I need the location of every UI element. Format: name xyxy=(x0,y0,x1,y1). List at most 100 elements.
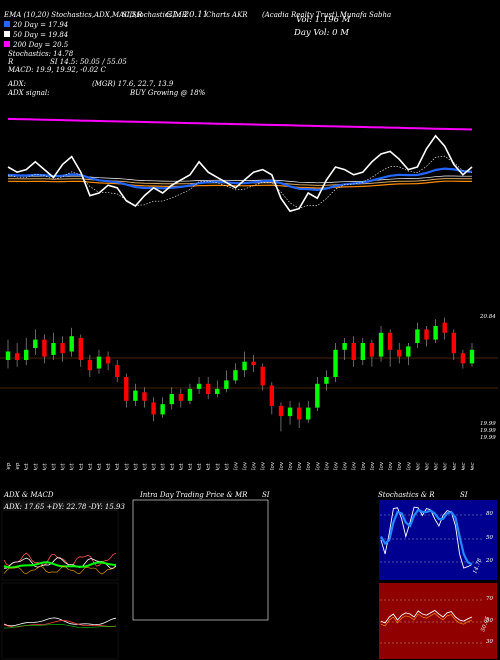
candle-body xyxy=(342,343,347,350)
ema-lines xyxy=(7,117,473,213)
candle-body xyxy=(333,349,338,377)
rsi-reading: SI 14.5: 50.05 / 55.05 xyxy=(50,58,127,66)
candle-body xyxy=(96,356,102,369)
x-tick-label: 01 Oct xyxy=(24,463,30,470)
rsi-tick-70: 70 xyxy=(486,596,493,602)
x-tick-label: 27 Nov xyxy=(397,461,403,470)
x-tick-label: 09 Oct xyxy=(79,463,85,470)
candle-body xyxy=(260,366,265,386)
candle-body xyxy=(105,356,111,364)
adx-lines xyxy=(3,552,117,575)
adx-minus-di-line xyxy=(3,552,117,568)
legend-ema50: 50 Day = 19.84 xyxy=(4,31,68,39)
legend-ema200-label: 200 Day = 20.5 xyxy=(13,41,69,49)
x-tick-label: 21 Oct xyxy=(152,463,158,470)
x-tick-label: 06 Dec xyxy=(452,463,458,471)
candle-body xyxy=(33,339,38,349)
candle-body xyxy=(215,388,220,394)
ema200-line xyxy=(7,117,473,131)
x-tick-label: 21 Nov xyxy=(361,461,367,470)
mr-panel xyxy=(132,499,269,621)
candle-body xyxy=(287,407,293,417)
x-tick-label: 04 Nov xyxy=(243,461,249,470)
x-tick-label: 03 Dec xyxy=(425,463,431,471)
x-tick-label: 01 Nov xyxy=(233,461,239,470)
x-axis-ticks: 26 Sep30 Sep01 Oct02 Oct03 Oct04 Oct 07 O… xyxy=(6,461,476,470)
x-tick-label: 22 Oct xyxy=(161,463,167,470)
macd-lines xyxy=(3,617,117,629)
company-name: (Acadia Realty Trust) Munafa Sabha xyxy=(262,11,392,19)
x-tick-label: 09 Dec xyxy=(461,463,467,471)
candle-body xyxy=(42,339,47,357)
x-tick-label: 18 Oct xyxy=(142,463,148,470)
candle-body xyxy=(324,377,329,384)
candle-body xyxy=(351,343,356,360)
x-tick-label: 23 Oct xyxy=(170,463,176,470)
candle-body xyxy=(442,322,447,333)
x-tick-label: 29 Oct xyxy=(206,463,212,470)
rsi-line xyxy=(380,609,473,624)
x-tick-label: 18 Nov xyxy=(334,461,340,470)
price-level-low-3: 19.99 xyxy=(480,435,496,441)
candle-body xyxy=(251,361,256,366)
macd-histogram-line xyxy=(3,623,117,629)
mr-panel-title: Intra Day Trading Price & MR xyxy=(140,491,248,499)
stoch-value-label: 14.78 xyxy=(472,557,483,574)
legend-ema20-swatch xyxy=(4,21,10,27)
candle-body xyxy=(14,353,20,360)
x-tick-label: 24 Oct xyxy=(179,463,185,470)
x-tick-label: 15 Oct xyxy=(115,463,121,470)
x-tick-label: 08 Nov xyxy=(279,461,285,470)
stoch-panel-si: SI xyxy=(460,491,468,499)
x-tick-label: 30 Oct xyxy=(215,463,221,470)
x-tick-label: 19 Nov xyxy=(343,461,349,470)
legend-ema20-label: 20 Day = 17.94 xyxy=(13,21,69,29)
adx-plus-di-line xyxy=(3,557,117,569)
candle-body xyxy=(369,343,375,357)
x-tick-label: 11 Nov xyxy=(288,461,294,470)
candle-body xyxy=(406,346,411,357)
adx-aux-line xyxy=(3,565,117,575)
rsi-value-label: 50.05 xyxy=(480,615,491,632)
rsi-prefix: R xyxy=(8,58,14,66)
candle-body xyxy=(114,365,120,377)
candle-body xyxy=(169,394,174,405)
x-tick-label: 11 Oct xyxy=(97,463,103,470)
legend-ema50-label: 50 Day = 19.84 xyxy=(13,31,69,39)
candle-body xyxy=(233,370,238,381)
rsi-tick-30: 30 xyxy=(486,639,493,645)
candle-body xyxy=(51,343,56,355)
x-tick-label: 06 Nov xyxy=(261,461,267,470)
adx-values: (MGR) 17.6, 22.7, 13.9 xyxy=(92,80,174,88)
candle-body xyxy=(78,337,83,360)
x-tick-label: 05 Dec xyxy=(443,463,449,471)
candle-body xyxy=(142,392,147,401)
x-tick-label: 04 Dec xyxy=(434,463,440,471)
x-tick-label: 12 Nov xyxy=(297,461,303,470)
mrsi-line xyxy=(380,613,473,627)
candle-body xyxy=(360,343,366,360)
x-tick-label: 22 Nov xyxy=(370,461,376,470)
candle-body xyxy=(151,402,156,415)
stoch-k-line xyxy=(380,506,473,569)
volume: Vol: 1.196 M xyxy=(296,15,351,25)
adx-panel-values: ADX: 17.65 +DY: 22.78 -DY: 15.93 xyxy=(3,503,125,511)
stoch-panel-title: Stochastics & R xyxy=(378,491,435,499)
adx-signal-label: ADX signal: xyxy=(8,89,50,97)
adx-signal-value: BUY Growing @ 18% xyxy=(130,89,206,97)
candle-body xyxy=(315,383,320,408)
x-tick-label: 02 Oct xyxy=(33,463,39,470)
price-line xyxy=(7,134,473,213)
candle-body xyxy=(469,349,475,364)
candle-body xyxy=(460,353,466,364)
x-tick-label: 26 Sep xyxy=(6,462,12,470)
price-level-top: 20.84 xyxy=(479,314,496,320)
candle-body xyxy=(124,377,129,401)
adx-values-band xyxy=(3,501,118,511)
x-tick-label: 07 Oct xyxy=(61,463,67,470)
x-tick-label: 25 Oct xyxy=(188,463,194,470)
x-tick-label: 07 Nov xyxy=(270,461,276,470)
x-tick-label: 20 Nov xyxy=(352,461,358,470)
macd-reading: MACD: 19.9, 19.92, -0.02 C xyxy=(8,66,106,74)
